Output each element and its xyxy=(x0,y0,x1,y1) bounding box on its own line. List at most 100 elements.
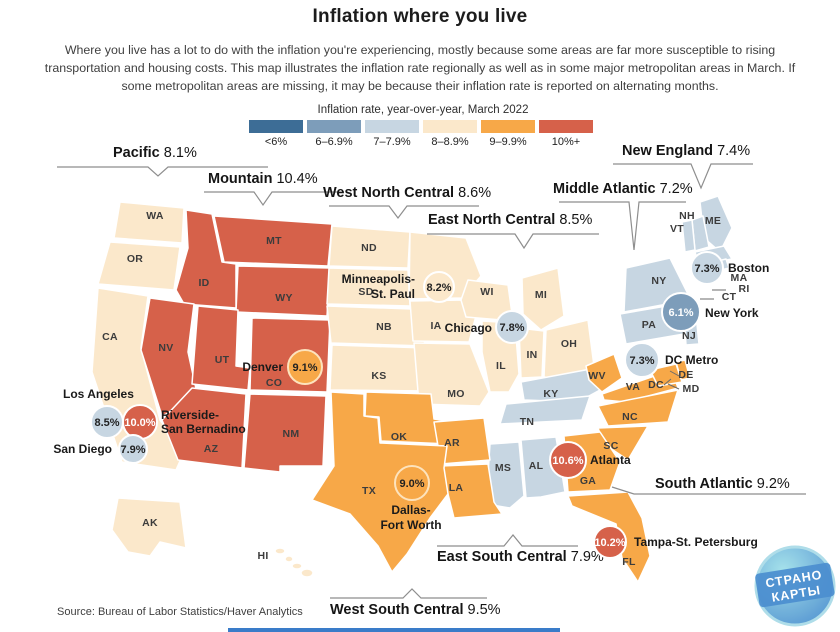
legend-swatch xyxy=(307,120,361,133)
legend-bin-label: 6–6.9% xyxy=(315,136,353,148)
state-shape-ND xyxy=(328,225,411,269)
metro-circle-dc-metro xyxy=(624,342,660,378)
state-label-SC: SC xyxy=(603,440,618,452)
legend: Inflation rate, year-over-year, March 20… xyxy=(247,104,599,148)
region-callout-line-middle-atlantic xyxy=(559,201,686,251)
state-shape-UT xyxy=(191,305,251,391)
metro-value-atlanta: 10.6% xyxy=(552,455,583,467)
state-label-HI: HI xyxy=(257,550,268,562)
metro-label-tampa-st-petersburg: Tampa-St. Petersburg xyxy=(634,535,758,549)
label-connector-line xyxy=(663,378,672,386)
state-label-PA: PA xyxy=(642,319,657,331)
region-callout-line-east-north-central xyxy=(427,233,599,250)
region-callout-line-mountain xyxy=(204,191,344,207)
state-shape-MD xyxy=(649,363,683,387)
state-label-MO: MO xyxy=(447,388,465,400)
legend-item: 10%+ xyxy=(537,120,595,148)
state-shape-VT xyxy=(681,219,696,253)
label-connector-line xyxy=(667,383,680,390)
region-callout-line-west-north-central xyxy=(329,205,479,219)
state-shape-NM xyxy=(243,393,327,473)
intro-paragraph: Where you live has a lot to do with the … xyxy=(44,43,796,93)
state-label-MS: MS xyxy=(495,462,511,474)
legend-item: 6–6.9% xyxy=(305,120,363,148)
state-label-IN: IN xyxy=(526,349,537,361)
metro-value-san-diego: 7.9% xyxy=(120,444,145,456)
metro-circle-tampa-st-petersburg xyxy=(593,525,627,559)
metro-circle-san-diego xyxy=(118,434,148,464)
state-shape-WA xyxy=(113,201,185,244)
state-label-NH: NH xyxy=(679,210,695,222)
legend-swatch xyxy=(423,120,477,133)
state-label-WA: WA xyxy=(146,210,164,222)
hawaii-island xyxy=(291,562,303,570)
state-label-OK: OK xyxy=(391,431,407,443)
metro-label-riverside-san-bernadino: San Bernadino xyxy=(161,422,246,436)
label-connector-line xyxy=(669,370,680,377)
state-label-OH: OH xyxy=(561,338,577,350)
stranokarty-watermark: СТРАНО КАРТЫ xyxy=(754,545,836,627)
state-label-FL: FL xyxy=(622,556,636,568)
metro-value-minneapolis-st-paul: 8.2% xyxy=(426,282,451,294)
legend-swatch xyxy=(539,120,593,133)
state-label-MA: MA xyxy=(731,272,748,284)
state-label-NM: NM xyxy=(283,428,300,440)
state-label-ID: ID xyxy=(198,277,209,289)
state-label-ME: ME xyxy=(705,215,721,227)
metro-value-denver: 9.1% xyxy=(292,362,317,374)
hawaii-island xyxy=(284,555,294,563)
legend-swatches: <6% 6–6.9% 7–7.9% 8–8.9% 9–9.9% 10%+ xyxy=(247,120,599,148)
region-callout-line-east-south-central xyxy=(437,534,578,547)
region-callout-east-north-central: East North Central 8.5% xyxy=(428,212,593,228)
metro-value-boston: 7.3% xyxy=(694,263,719,275)
metro-label-denver: Denver xyxy=(242,360,283,374)
legend-bin-label: <6% xyxy=(264,136,288,148)
state-label-CA: CA xyxy=(102,331,118,343)
region-callout-west-north-central: West North Central 8.6% xyxy=(323,185,491,201)
metro-label-dallas-fort-worth: Dallas- xyxy=(391,503,430,517)
state-label-SD: SD xyxy=(358,286,373,298)
state-label-TN: TN xyxy=(520,416,535,428)
metro-label-chicago: Chicago xyxy=(445,321,492,335)
state-shape-MI xyxy=(521,267,565,331)
metro-label-minneapolis-st-paul: St. Paul xyxy=(371,287,415,301)
metro-label-dc-metro: DC Metro xyxy=(665,353,718,367)
legend-swatch xyxy=(481,120,535,133)
metro-circle-new-york xyxy=(661,292,701,332)
region-callout-line-west-south-central xyxy=(330,588,487,599)
state-label-MI: MI xyxy=(535,289,547,301)
state-label-IA: IA xyxy=(430,320,441,332)
state-shape-MT xyxy=(213,215,333,267)
source-note: Source: Bureau of Labor Statistics/Haver… xyxy=(57,606,303,618)
legend-bin-label: 7–7.9% xyxy=(373,136,411,148)
state-label-RI: RI xyxy=(738,283,749,295)
state-label-DE: DE xyxy=(678,369,693,381)
metro-label-dallas-fort-worth: Fort Worth xyxy=(380,518,441,532)
legend-bin-label: 10%+ xyxy=(551,136,581,148)
region-callout-mountain: Mountain 10.4% xyxy=(208,171,318,187)
metro-circle-atlanta xyxy=(549,441,587,479)
state-shape-IN xyxy=(518,327,545,379)
metro-label-atlanta: Atlanta xyxy=(590,453,631,467)
state-label-DC: DC xyxy=(648,379,664,391)
metro-label-minneapolis-st-paul: Minneapolis- xyxy=(342,272,415,286)
state-label-CT: CT xyxy=(722,291,737,303)
state-shape-TN xyxy=(499,395,591,425)
metro-circle-minneapolis-st-paul xyxy=(423,271,455,303)
watermark-banner xyxy=(755,562,835,608)
state-label-NJ: NJ xyxy=(682,330,696,342)
state-shape-WI xyxy=(460,279,514,322)
state-label-AZ: AZ xyxy=(204,443,219,455)
metro-circle-boston xyxy=(690,251,724,285)
state-shape-WY xyxy=(235,265,331,317)
state-shape-TX xyxy=(311,391,449,573)
state-label-IL: IL xyxy=(496,360,506,372)
region-callout-pacific: Pacific 8.1% xyxy=(113,145,197,161)
state-label-NV: NV xyxy=(158,342,173,354)
state-label-ND: ND xyxy=(361,242,377,254)
metro-label-new-york: New York xyxy=(705,306,759,320)
region-callout-new-england: New England 7.4% xyxy=(622,143,750,159)
state-label-VA: VA xyxy=(626,381,641,393)
state-label-GA: GA xyxy=(580,475,596,487)
region-callout-line-pacific xyxy=(57,166,268,177)
